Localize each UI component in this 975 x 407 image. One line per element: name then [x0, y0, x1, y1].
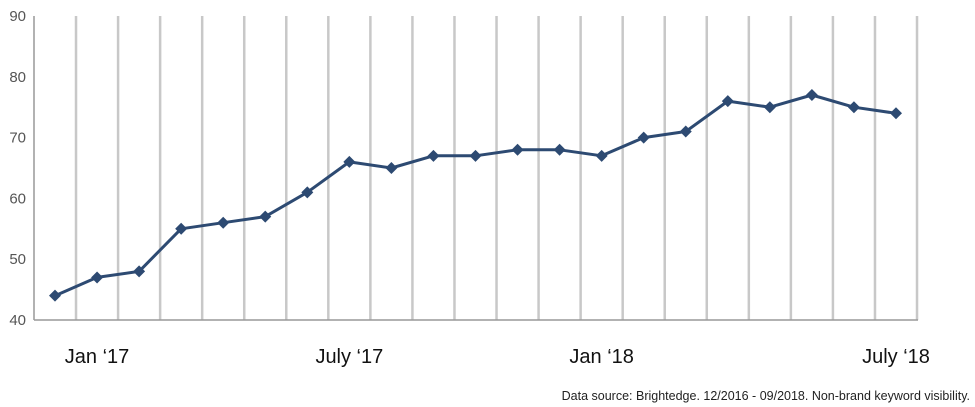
series-line [54, 93, 897, 298]
y-tick-label: 60 [9, 190, 26, 207]
y-axis-tick-labels: 40 50 60 70 80 90 [9, 8, 26, 329]
y-tick-label: 40 [9, 312, 26, 329]
data-point [763, 101, 776, 114]
x-tick-label: July ‘17 [315, 346, 383, 368]
data-point [890, 107, 902, 120]
data-point [175, 222, 188, 235]
data-point [721, 95, 734, 108]
data-point [553, 143, 566, 156]
data-point [49, 289, 61, 302]
x-tick-label: July ‘18 [862, 346, 930, 368]
x-tick-label: Jan ‘18 [569, 346, 634, 368]
data-point [343, 155, 356, 168]
data-point [595, 149, 608, 162]
y-tick-label: 90 [9, 8, 26, 25]
data-point [427, 149, 440, 162]
vertical-gridlines [74, 16, 919, 320]
data-point [385, 162, 398, 174]
source-note: Data source: Brightedge. 12/2016 - 09/20… [562, 389, 970, 403]
y-tick-label: 70 [9, 130, 26, 147]
series-layer [49, 89, 902, 302]
data-point [805, 89, 818, 102]
y-tick-label: 50 [9, 251, 26, 268]
data-point [91, 271, 104, 284]
data-point [679, 125, 692, 138]
data-point [259, 210, 272, 223]
data-point [133, 265, 146, 278]
data-point [637, 131, 650, 144]
x-axis-tick-labels: Jan ‘17 July ‘17 Jan ‘18 July ‘18 [65, 346, 930, 368]
data-point [217, 216, 230, 229]
data-point [511, 143, 524, 156]
data-point [301, 186, 314, 199]
data-point [847, 101, 860, 114]
data-point [469, 149, 482, 162]
y-tick-label: 80 [9, 69, 26, 86]
x-tick-label: Jan ‘17 [65, 346, 130, 368]
